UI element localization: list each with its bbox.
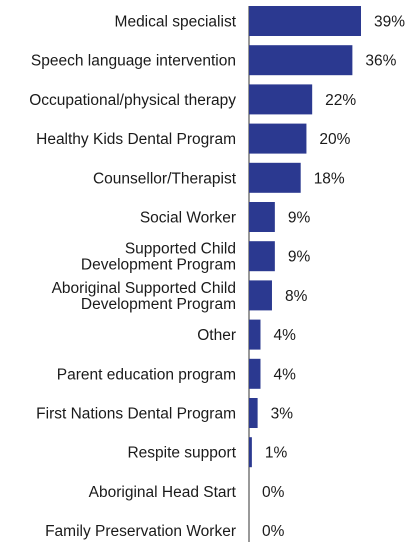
bar (249, 202, 275, 232)
bar (249, 45, 353, 76)
category-label: Speech language intervention (31, 53, 236, 70)
value-label: 36% (365, 53, 396, 70)
bar (249, 241, 275, 272)
category-labels: Medical specialist Speech language interv… (29, 14, 236, 541)
value-label: 0% (262, 523, 285, 540)
category-label: Family Preservation Worker (45, 523, 236, 540)
bar (249, 84, 313, 115)
category-label: Respite support (127, 445, 236, 462)
bar (249, 162, 301, 193)
bar (249, 358, 261, 389)
value-label: 9% (288, 210, 311, 227)
bars (249, 6, 361, 468)
value-label: 20% (319, 131, 350, 148)
category-label: Counsellor/Therapist (93, 170, 237, 187)
value-labels: 39% 36% 22% 20% 18% 9% 9% 8% 4% 4% 3% 1% 0% 0% (262, 14, 405, 541)
category-label: First Nations Dental Program (36, 406, 236, 423)
value-label: 18% (314, 170, 345, 187)
value-label: 1% (265, 445, 288, 462)
category-label: Occupational/physical therapy (29, 92, 236, 109)
bar (249, 437, 252, 468)
category-label: Healthy Kids Dental Program (36, 131, 236, 148)
bar (249, 398, 258, 428)
value-label: 39% (374, 14, 405, 31)
category-label: Other (197, 327, 236, 344)
value-label: 4% (273, 327, 296, 344)
value-label: 22% (325, 92, 356, 109)
value-label: 9% (288, 249, 311, 266)
value-label: 0% (262, 484, 285, 501)
category-label: Social Worker (140, 210, 236, 227)
value-label: 8% (285, 288, 308, 305)
category-label: Aboriginal Head Start (89, 484, 237, 501)
bar (249, 280, 272, 311)
value-label: 3% (271, 406, 294, 423)
category-label: Parent education program (57, 366, 236, 383)
category-label: Supported Child Development Program (81, 241, 236, 274)
value-label: 4% (273, 366, 296, 383)
category-label: Medical specialist (115, 14, 237, 31)
bar (249, 319, 261, 350)
bar (249, 123, 307, 154)
bar (249, 6, 361, 36)
category-label: Aboriginal Supported Child Development Pr… (52, 280, 236, 313)
